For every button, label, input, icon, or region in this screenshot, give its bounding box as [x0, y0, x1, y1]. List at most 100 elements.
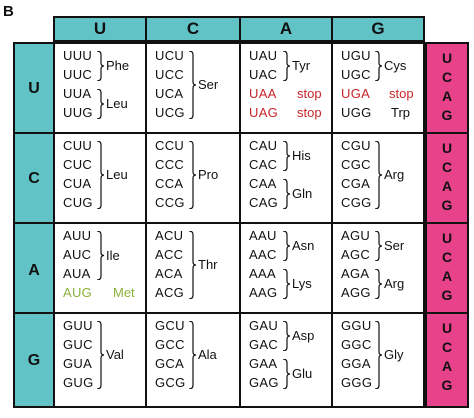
third-position-label: A: [441, 358, 453, 374]
third-position-label: A: [441, 178, 453, 194]
amino-acid-label: Asn: [292, 238, 315, 253]
codon: AUC: [63, 247, 92, 262]
third-position-label: C: [441, 249, 453, 265]
brace-icon: [96, 89, 104, 119]
amino-acid-label: Ser: [198, 77, 219, 92]
brace-icon: [282, 269, 290, 299]
codon: GUC: [63, 337, 93, 352]
codon: CAA: [249, 176, 277, 191]
codon-grid: UUU UUC UUA UUG Phe Leu UCU UCC UCA UCG Ser UAU UAC U…: [53, 42, 425, 408]
divider: [15, 222, 53, 224]
third-position-label: U: [441, 140, 453, 156]
panel-label: B: [3, 3, 14, 20]
brace-icon: [188, 51, 196, 119]
amino-acid-label: Gln: [292, 186, 313, 201]
amino-acid-label: His: [292, 148, 311, 163]
codon-cell: AUU AUC AUA AUG Ile Met: [55, 224, 147, 314]
codon: AUA: [63, 266, 91, 281]
codon: UAA: [249, 86, 277, 101]
codon: UUG: [63, 105, 93, 120]
codon-cell: CUU CUC CUA CUG Leu: [55, 134, 147, 224]
codon: CAG: [249, 195, 279, 210]
codon: UCA: [155, 86, 184, 101]
brace-icon: [374, 51, 382, 81]
column-header-c: C: [186, 19, 200, 38]
amino-acid-label: Arg: [384, 167, 405, 182]
divider: [331, 18, 333, 40]
codon: GUA: [63, 356, 93, 371]
codon: CUG: [63, 195, 93, 210]
codon: AGA: [341, 266, 370, 281]
grid-line: [55, 312, 423, 314]
amino-acid-label: Arg: [384, 276, 405, 291]
codon: CGU: [341, 138, 371, 153]
row-header-c: C: [28, 170, 40, 187]
brace-icon: [282, 321, 290, 351]
codon: CUU: [63, 138, 93, 153]
codon-cell: UGU UGC UGA UGG Cys stop Trp: [333, 44, 425, 134]
codon: ACC: [155, 247, 184, 262]
brace-icon: [96, 321, 104, 389]
amino-acid-label: Lys: [292, 276, 312, 291]
codon: UGC: [341, 67, 371, 82]
divider: [15, 312, 53, 314]
row-header-g: G: [27, 352, 41, 369]
column-header-a: A: [279, 19, 293, 38]
row-header-u: U: [28, 80, 40, 97]
codon: ACA: [155, 266, 183, 281]
brace-icon: [96, 231, 104, 280]
codon: GUG: [63, 375, 94, 390]
grid-line: [145, 44, 147, 406]
amino-acid-label: Met: [113, 285, 135, 300]
column-header-g: G: [371, 19, 385, 38]
codon: CAC: [249, 157, 278, 172]
codon: AUG: [63, 285, 93, 300]
codon: AGG: [341, 285, 371, 300]
third-position-label: G: [441, 107, 453, 123]
codon-cell: UUU UUC UUA UUG Phe Leu: [55, 44, 147, 134]
divider: [15, 132, 53, 134]
codon: CUC: [63, 157, 93, 172]
third-position-label: C: [441, 69, 453, 85]
codon: UCC: [155, 67, 185, 82]
brace-icon: [374, 269, 382, 299]
codon: AAG: [249, 285, 278, 300]
brace-icon: [96, 51, 104, 81]
brace-icon: [188, 321, 196, 389]
codon-cell: GUU GUC GUA GUG Val: [55, 314, 147, 404]
codon-cell: CCU CCC CCA CCG Pro: [147, 134, 239, 224]
codon: GCG: [155, 375, 186, 390]
amino-acid-label: Leu: [106, 167, 128, 182]
first-position-column: U C A G: [13, 42, 53, 408]
codon: UCU: [155, 48, 185, 63]
codon: GGG: [341, 375, 373, 390]
codon: CCG: [155, 195, 185, 210]
codon: UGA: [341, 86, 371, 101]
codon: CGG: [341, 195, 372, 210]
grid-line: [55, 222, 423, 224]
brace-icon: [96, 141, 104, 209]
brace-icon: [282, 141, 290, 171]
brace-icon: [282, 359, 290, 389]
codon: CCU: [155, 138, 185, 153]
grid-line: [55, 132, 423, 134]
codon: CGC: [341, 157, 371, 172]
amino-acid-label: Leu: [106, 96, 128, 111]
codon-cell: AAU AAC AAA AAG Asn Lys: [241, 224, 333, 314]
first-position-header-row: U C A G: [53, 16, 425, 42]
brace-icon: [282, 231, 290, 261]
codon: UAU: [249, 48, 278, 63]
codon: CCA: [155, 176, 184, 191]
codon-cell: GGU GGC GGA GGG Gly: [333, 314, 425, 404]
codon: CUA: [63, 176, 92, 191]
amino-acid-label: Thr: [198, 257, 218, 272]
codon: UCG: [155, 105, 185, 120]
brace-icon: [374, 321, 382, 389]
amino-acid-label: Trp: [391, 105, 411, 120]
codon: ACG: [155, 285, 185, 300]
codon-cell: UAU UAC UAA UAG Tyr stop stop: [241, 44, 333, 134]
codon: AGC: [341, 247, 371, 262]
